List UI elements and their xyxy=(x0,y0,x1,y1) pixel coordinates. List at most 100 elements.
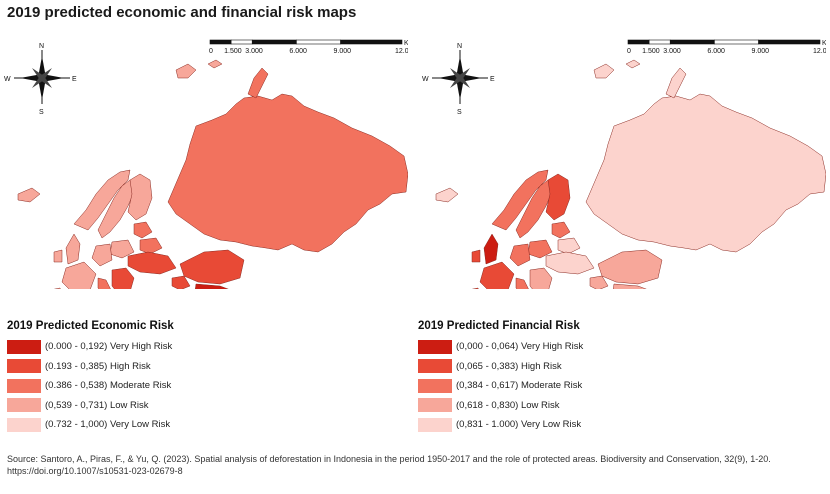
legend-swatch xyxy=(418,378,452,393)
compass-needle xyxy=(450,68,470,88)
source-citation: Source: Santoro, A., Piras, F., & Yu, Q.… xyxy=(7,454,771,476)
compass-rose-icon: N S E W xyxy=(422,43,495,116)
compass-label-e: E xyxy=(72,76,77,83)
economic-region-balkans xyxy=(111,267,135,289)
scale-bar-segment xyxy=(209,39,232,45)
legend-swatch xyxy=(418,417,452,432)
legend-swatch xyxy=(418,398,452,413)
economic-region-norway xyxy=(73,169,131,231)
scale-bar-segment xyxy=(758,39,821,45)
scale-bar-segment xyxy=(251,39,297,45)
financial-region-norway xyxy=(491,169,549,231)
scale-bar-tick-label: 0 xyxy=(209,48,213,55)
financial-region-uk xyxy=(483,233,499,265)
legend-label: (0.193 - 0,385) High Risk xyxy=(45,360,151,372)
legend-swatch xyxy=(418,359,452,374)
scale-bar-tick-label: 9.000 xyxy=(752,48,770,55)
legend-label: (0.386 - 0,538) Moderate Risk xyxy=(45,380,172,392)
financial-region-france xyxy=(479,261,515,289)
scale-bar-unit: KM xyxy=(822,40,826,47)
economic-region-france xyxy=(61,261,97,289)
scale-bar-tick-label: 9.000 xyxy=(334,48,352,55)
scale-bar-tick-label: 3.000 xyxy=(245,48,263,55)
economic-region-germany xyxy=(91,243,113,267)
legend-label: (0,384 - 0,617) Moderate Risk xyxy=(456,380,583,392)
legend-swatch xyxy=(418,339,452,354)
financial-legend-item-low: (0,618 - 0,830) Low Risk xyxy=(418,396,658,416)
legend-swatch xyxy=(7,339,41,354)
scale-bar-tick-label: 6.000 xyxy=(707,48,725,55)
financial-legend-item-high: (0,065 - 0,383) High Risk xyxy=(418,357,658,377)
scale-bar-segment xyxy=(714,39,759,45)
compass-needle xyxy=(32,68,52,88)
legend-label: (0.732 - 1,000) Very Low Risk xyxy=(45,419,171,431)
financial-region-russia xyxy=(585,93,826,253)
scale-bar-tick-label: 3.000 xyxy=(663,48,681,55)
scale-bar-segment xyxy=(669,39,715,45)
economic-region-uk xyxy=(65,233,81,265)
compass-label-s: S xyxy=(39,109,44,116)
economic-region-kazakhstan xyxy=(179,249,245,285)
economic-legend-item-very-high: (0.000 - 0,192) Very High Risk xyxy=(7,337,247,357)
economic-region-centralasia xyxy=(195,283,229,289)
financial-region-germany xyxy=(509,243,531,267)
legend-label: (0,065 - 0,383) High Risk xyxy=(456,360,562,372)
economic-region-belarus xyxy=(139,237,163,255)
compass-label-e: E xyxy=(490,76,495,83)
financial-legend-item-moderate: (0,384 - 0,617) Moderate Risk xyxy=(418,376,658,396)
financial-region-finland xyxy=(545,173,571,221)
compass-label-n: N xyxy=(39,43,44,50)
economic-legend-item-moderate: (0.386 - 0,538) Moderate Risk xyxy=(7,376,247,396)
financial-region-italy xyxy=(515,277,529,289)
financial-region-kazakhstan xyxy=(597,249,663,285)
scale-bar-tick-label: 12.000 xyxy=(813,48,826,55)
legend-label: (0,000 - 0,064) Very High Risk xyxy=(456,341,584,353)
financial-region-iceland xyxy=(435,187,459,203)
legend-label: (0.000 - 0,192) Very High Risk xyxy=(45,341,173,353)
financial-region-svalbard xyxy=(593,63,615,79)
financial-risk-legend: 2019 Predicted Financial Risk (0,000 - 0… xyxy=(418,320,658,435)
legend-swatch xyxy=(7,359,41,374)
legend-swatch xyxy=(7,398,41,413)
economic-legend-item-low: (0,539 - 0,731) Low Risk xyxy=(7,396,247,416)
financial-region-iberia xyxy=(471,287,479,289)
compass-label-w: W xyxy=(422,76,429,83)
compass-label-n: N xyxy=(457,43,462,50)
economic-legend-title: 2019 Predicted Economic Risk xyxy=(7,320,174,332)
scale-bar-tick-label: 0 xyxy=(627,48,631,55)
economic-region-novaya xyxy=(247,67,269,99)
scale-bar-segment xyxy=(230,39,253,45)
compass-rose-icon: N S E W xyxy=(4,43,77,116)
economic-risk-legend: 2019 Predicted Economic Risk (0.000 - 0,… xyxy=(7,320,247,435)
economic-region-ukraine xyxy=(127,251,177,275)
economic-region-italy xyxy=(97,277,111,289)
compass-label-s: S xyxy=(457,109,462,116)
scale-bar-tick-label: 1.500 xyxy=(642,48,660,55)
scale-bar-segment xyxy=(340,39,403,45)
legend-swatch xyxy=(7,378,41,393)
financial-legend-title: 2019 Predicted Financial Risk xyxy=(418,320,580,332)
economic-region-iceland xyxy=(17,187,41,203)
legend-label: (0,831 - 1.000) Very Low Risk xyxy=(456,419,582,431)
financial-region-belarus xyxy=(557,237,581,255)
economic-region-russia xyxy=(167,93,408,253)
scale-bar-segment xyxy=(648,39,671,45)
financial-region-ukraine xyxy=(545,251,595,275)
financial-region-balkans xyxy=(529,267,553,289)
compass-label-w: W xyxy=(4,76,11,83)
economic-region-baltics xyxy=(133,221,153,239)
legend-label: (0,618 - 0,830) Low Risk xyxy=(456,399,560,411)
financial-region-caucasus xyxy=(589,275,609,289)
scale-bar-unit: KM xyxy=(404,40,408,47)
economic-legend-item-high: (0.193 - 0,385) High Risk xyxy=(7,357,247,377)
legend-label: (0,539 - 0,731) Low Risk xyxy=(45,399,149,411)
economic-region-fj xyxy=(207,59,223,69)
financial-region-ireland xyxy=(471,249,481,263)
scale-bar-segment xyxy=(296,39,341,45)
economic-region-svalbard xyxy=(175,63,197,79)
